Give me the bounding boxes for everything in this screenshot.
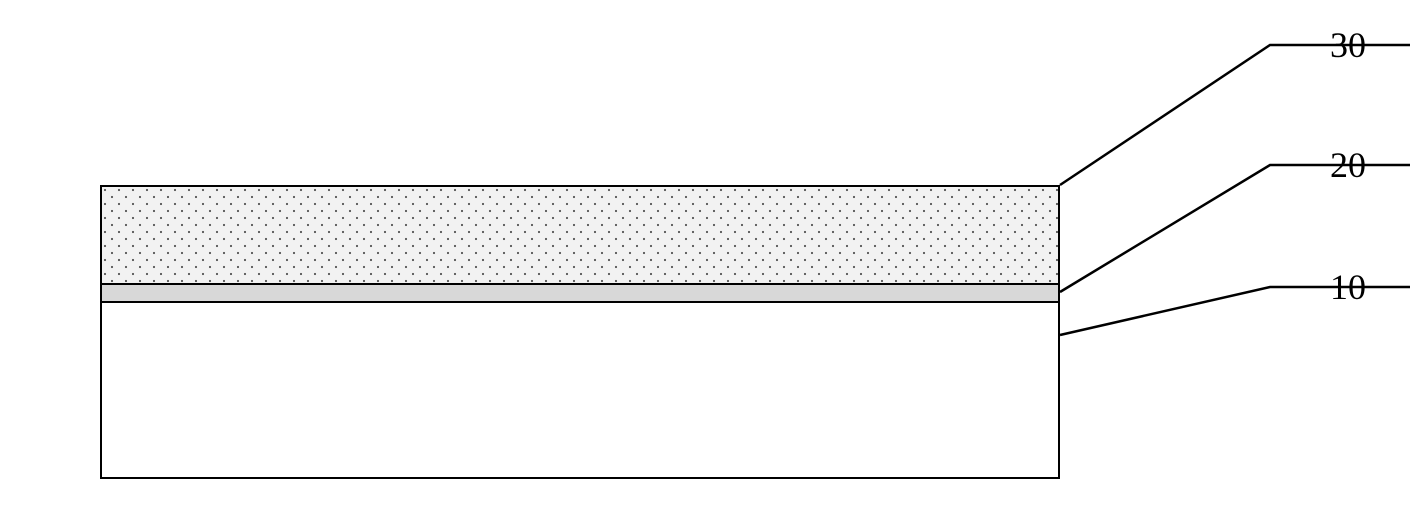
leader-lines xyxy=(100,30,1400,530)
callout-label-30: 30 xyxy=(1330,27,1366,63)
callout-label-10: 10 xyxy=(1330,269,1366,305)
callout-label-20: 20 xyxy=(1330,147,1366,183)
layer-diagram: 30 20 10 xyxy=(100,30,1360,500)
